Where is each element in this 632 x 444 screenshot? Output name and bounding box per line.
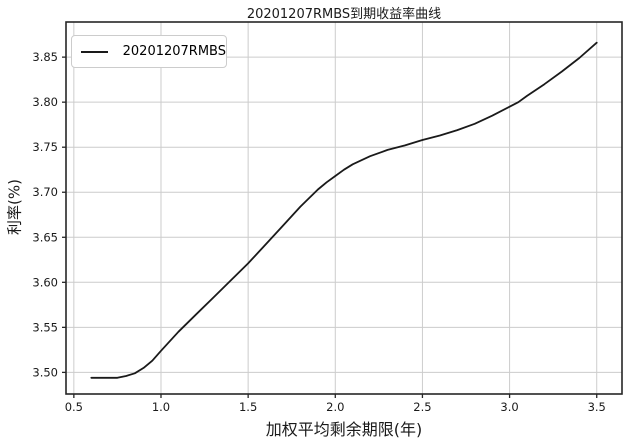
y-tick-label: 3.50 bbox=[32, 365, 58, 379]
y-tick-label: 3.75 bbox=[32, 140, 58, 154]
y-tick-label: 3.85 bbox=[32, 50, 58, 64]
axes-frame bbox=[65, 21, 623, 395]
x-axis-label: 加权平均剩余期限(年) bbox=[265, 420, 423, 439]
legend: 20201207RMBS bbox=[71, 35, 227, 68]
y-tick-label: 3.65 bbox=[32, 230, 58, 244]
x-tick-label: 3.0 bbox=[500, 400, 518, 414]
x-tick-label: 0.5 bbox=[65, 400, 83, 414]
y-tick-label: 3.55 bbox=[32, 320, 58, 334]
y-tick-label: 3.60 bbox=[32, 275, 58, 289]
x-tick-label: 2.5 bbox=[413, 400, 431, 414]
x-tick-label: 1.5 bbox=[239, 400, 257, 414]
y-tick-label: 3.80 bbox=[32, 95, 58, 109]
y-axis-label: 利率(%) bbox=[5, 179, 24, 235]
series-line bbox=[90, 41, 598, 379]
x-tick-label: 3.5 bbox=[588, 400, 606, 414]
legend-line-sample-icon bbox=[81, 50, 108, 53]
legend-label: 20201207RMBS bbox=[122, 44, 226, 59]
x-tick-label: 2.0 bbox=[326, 400, 344, 414]
y-tick-label: 3.70 bbox=[32, 185, 58, 199]
chart-title: 20201207RMBS到期收益率曲线 bbox=[246, 7, 442, 22]
x-tick-label: 1.0 bbox=[152, 400, 170, 414]
